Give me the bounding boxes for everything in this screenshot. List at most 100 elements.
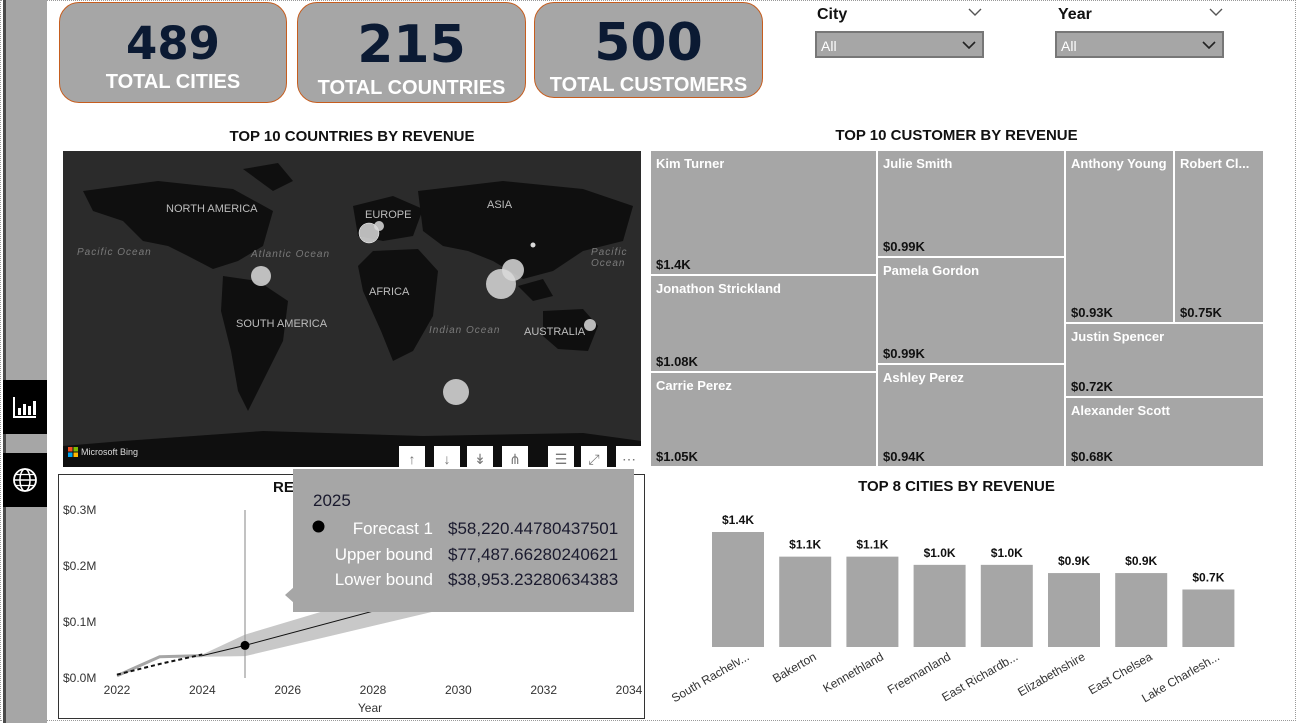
y-tick-label: $0.0M xyxy=(63,671,96,685)
forecast-point[interactable] xyxy=(240,640,250,650)
map-bubble[interactable] xyxy=(530,242,536,248)
x-tick-label: 2032 xyxy=(530,683,557,697)
continent-label: NORTH AMERICA xyxy=(166,203,258,215)
tile-name: Justin Spencer xyxy=(1071,329,1165,344)
map-bubble[interactable] xyxy=(502,259,524,281)
bing-attribution: Microsoft Bing xyxy=(68,447,138,457)
city-slicer-title: City xyxy=(817,6,848,23)
series-marker-icon xyxy=(312,520,325,533)
tile-value: $1.08K xyxy=(656,354,698,369)
nav-button-dashboard[interactable] xyxy=(3,380,47,434)
bar[interactable] xyxy=(1048,573,1100,647)
bar[interactable] xyxy=(779,556,832,647)
treemap-tile[interactable]: Jonathon Strickland $1.08K xyxy=(651,276,876,371)
bar[interactable] xyxy=(913,564,966,647)
customer-treemap: Kim Turner $1.4K Jonathon Strickland $1.… xyxy=(650,150,1263,467)
tile-value: $1.05K xyxy=(656,449,698,464)
continent-label: AUSTRALIA xyxy=(524,326,586,338)
trend-series-line[interactable] xyxy=(116,653,203,676)
tile-name: Ashley Perez xyxy=(883,370,964,385)
kpi-label: TOTAL CUSTOMERS xyxy=(549,74,748,96)
x-tick-label: 2030 xyxy=(445,683,472,697)
continent-label: SOUTH AMERICA xyxy=(236,318,328,330)
map-bubble[interactable] xyxy=(251,266,271,286)
continent-label: EUROPE xyxy=(365,209,412,221)
tooltip-key: Upper bound xyxy=(334,545,433,564)
drill-up-icon[interactable]: ↑ xyxy=(399,446,425,472)
filter-icon[interactable]: ☰ xyxy=(548,446,574,472)
attribution-text: Microsoft Bing xyxy=(81,447,139,457)
x-tick-label: 2022 xyxy=(104,683,131,697)
tooltip-value: $58,220.44780437501 xyxy=(448,519,619,538)
y-tick-label: $0.3M xyxy=(63,503,96,517)
x-tick-label: 2026 xyxy=(274,683,301,697)
treemap-title: TOP 10 CUSTOMER BY REVENUE xyxy=(835,127,1078,144)
tile-value: $0.72K xyxy=(1071,379,1113,394)
focus-mode-icon[interactable]: ⤢ xyxy=(581,446,607,472)
kpi-card-total-customers: 500 TOTAL CUSTOMERS xyxy=(534,2,763,98)
data-label: $1.1K xyxy=(789,538,821,552)
kpi-card-total-cities: 489 TOTAL CITIES xyxy=(59,2,287,103)
tile-value: $1.4K xyxy=(656,257,691,272)
tile-name: Jonathon Strickland xyxy=(656,281,781,296)
actual-series-line[interactable] xyxy=(116,654,203,678)
city-slicer-dropdown[interactable]: All xyxy=(815,31,984,58)
bar[interactable] xyxy=(980,564,1033,647)
chevron-down-icon xyxy=(962,41,976,49)
treemap-tile[interactable]: Kim Turner $1.4K xyxy=(651,151,876,274)
tile-value: $0.99K xyxy=(883,346,925,361)
tooltip-pointer xyxy=(285,587,294,603)
data-label: $1.1K xyxy=(856,538,888,552)
bar[interactable] xyxy=(846,556,899,647)
more-options-icon[interactable]: ⋯ xyxy=(616,446,642,472)
treemap-tile[interactable]: Alexander Scott $0.68K xyxy=(1066,398,1263,466)
globe-icon xyxy=(13,468,37,492)
microsoft-logo-icon xyxy=(68,447,78,457)
nav-button-map[interactable] xyxy=(3,453,47,507)
data-label: $0.9K xyxy=(1058,554,1090,568)
tile-value: $0.93K xyxy=(1071,305,1113,320)
ocean-label: Indian Ocean xyxy=(429,325,501,336)
drill-down-icon[interactable]: ↓ xyxy=(434,446,460,472)
chevron-down-icon[interactable] xyxy=(1209,8,1223,16)
map-bubble[interactable] xyxy=(443,379,469,405)
map-bubble[interactable] xyxy=(374,221,384,231)
x-tick-label: 2034 xyxy=(616,683,643,697)
treemap-tile[interactable]: Julie Smith $0.99K xyxy=(878,151,1064,256)
map-bubble[interactable] xyxy=(358,222,380,244)
treemap-tile[interactable]: Carrie Perez $1.05K xyxy=(651,373,876,466)
category-label: Bakerton xyxy=(770,649,819,685)
tile-value: $0.68K xyxy=(1071,449,1113,464)
chart-title-fragment: RE xyxy=(273,479,294,496)
kpi-value: 215 xyxy=(357,15,466,75)
treemap-tile[interactable]: Anthony Young $0.93K xyxy=(1066,151,1173,322)
kpi-value: 489 xyxy=(126,17,220,70)
kpi-value: 500 xyxy=(594,13,703,73)
year-slicer-dropdown[interactable]: All xyxy=(1055,31,1224,58)
bar[interactable] xyxy=(1115,573,1168,647)
forecast-tooltip: 2025 Forecast 1 $58,220.44780437501 Uppe… xyxy=(285,469,634,612)
treemap-tile[interactable]: Ashley Perez $0.94K xyxy=(878,365,1064,466)
hierarchy-icon[interactable]: ⋔ xyxy=(502,446,528,472)
kpi-card-total-countries: 215 TOTAL COUNTRIES xyxy=(297,2,526,103)
tile-value: $0.75K xyxy=(1180,305,1222,320)
tooltip-key: Lower bound xyxy=(334,570,433,589)
expand-all-icon[interactable]: ↡ xyxy=(467,446,493,472)
bar[interactable] xyxy=(1182,589,1235,648)
chevron-down-icon[interactable] xyxy=(968,8,982,16)
revenue-map[interactable]: NORTH AMERICA EUROPE ASIA AFRICA SOUTH A… xyxy=(63,151,641,467)
category-label: South Rachelv... xyxy=(669,649,751,705)
treemap-tile[interactable]: Pamela Gordon $0.99K xyxy=(878,258,1064,363)
treemap-tile[interactable]: Robert Cl... $0.75K xyxy=(1175,151,1263,322)
tile-name: Kim Turner xyxy=(656,156,725,171)
tile-name: Robert Cl... xyxy=(1180,156,1250,171)
treemap-tile[interactable]: Justin Spencer $0.72K xyxy=(1066,324,1263,396)
y-tick-label: $0.1M xyxy=(63,615,96,629)
cities-chart-title: TOP 8 CITIES BY REVENUE xyxy=(858,478,1055,495)
bar[interactable] xyxy=(712,532,764,647)
category-label: Elizabethshire xyxy=(1015,649,1088,699)
data-label: $1.0K xyxy=(991,546,1023,560)
data-label: $1.4K xyxy=(722,513,754,527)
map-bubble[interactable] xyxy=(584,319,596,331)
